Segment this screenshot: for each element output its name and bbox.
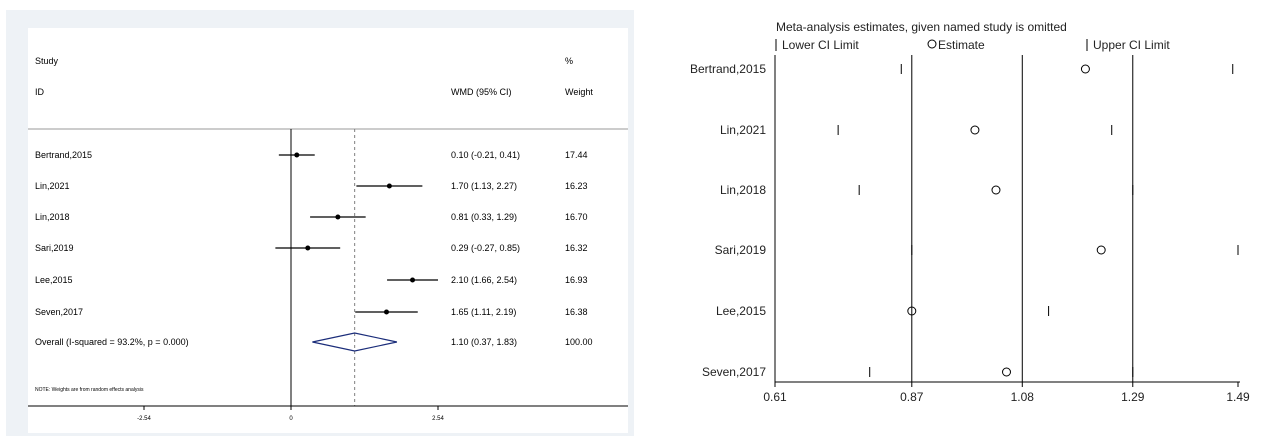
forest-plot-background	[28, 28, 628, 433]
weight-text: 16.23	[565, 181, 588, 191]
study-label: Lee,2015	[716, 304, 766, 318]
x-tick-label: 0.87	[900, 390, 924, 404]
sensitivity-x-axis: 0.61 0.87 1.08 1.29 1.49	[763, 55, 1250, 404]
note-text: NOTE: Weights are from random effects an…	[35, 387, 144, 393]
study-label: Lin,2021	[720, 123, 766, 137]
header-wmd: WMD (95% CI)	[451, 87, 512, 97]
estimate-marker	[1002, 367, 1011, 377]
study-label: Lee,2015	[35, 275, 73, 285]
overall-ci-text: 1.10 (0.37, 1.83)	[451, 337, 517, 347]
header-weight: Weight	[565, 87, 593, 97]
sensitivity-plot: Meta-analysis estimates, given named stu…	[690, 20, 1250, 404]
forest-plot: Study ID WMD (95% CI) % Weight Bertrand,…	[6, 10, 634, 436]
estimate-marker	[991, 185, 1001, 195]
ci-text: 0.29 (-0.27, 0.85)	[451, 243, 520, 253]
header-percent: %	[565, 56, 573, 66]
study-label: Sari,2019	[715, 243, 767, 257]
forest-rows: Bertrand,2015 0.10 (-0.21, 0.41) 17.44 Lin,…	[35, 129, 593, 406]
x-tick-label: 0.61	[763, 390, 787, 404]
weight-text: 16.32	[565, 243, 588, 253]
legend-lower-label: Lower CI Limit	[782, 38, 859, 52]
x-tick-label: 2.54	[432, 416, 444, 422]
effect-point	[294, 152, 300, 158]
ci-text: 0.81 (0.33, 1.29)	[451, 212, 517, 222]
effect-point	[386, 183, 392, 189]
x-tick-label: 1.29	[1121, 390, 1145, 404]
ci-text: 1.65 (1.11, 2.19)	[451, 307, 516, 317]
study-label: Seven,2017	[702, 365, 766, 379]
study-label: Lin,2018	[720, 183, 766, 197]
x-tick-label: 1.49	[1226, 390, 1250, 404]
effect-point	[383, 309, 389, 315]
estimate-marker	[907, 306, 917, 316]
effect-point	[305, 245, 311, 251]
ci-text: 1.70 (1.13, 2.27)	[451, 181, 517, 191]
legend-estimate-label: Estimate	[938, 38, 985, 52]
study-label: Lin,2018	[35, 212, 70, 222]
estimate-marker	[970, 125, 980, 135]
ci-text: 0.10 (-0.21, 0.41)	[451, 150, 520, 160]
ci-text: 2.10 (1.66, 2.54)	[451, 275, 517, 285]
weight-text: 16.70	[565, 212, 588, 222]
sensitivity-rows: Bertrand,2015 Lin,2021 Lin,2018 Sari,2019 Le…	[690, 62, 1239, 379]
study-label: Lin,2021	[35, 181, 70, 191]
x-tick-label: 1.08	[1011, 390, 1035, 404]
legend-estimate-marker	[927, 39, 937, 49]
study-label: Sari,2019	[35, 243, 74, 253]
estimate-marker	[1096, 245, 1106, 255]
header-study: Study	[35, 56, 59, 66]
sensitivity-title: Meta-analysis estimates, given named stu…	[776, 20, 1067, 34]
effect-point	[335, 214, 341, 220]
overall-label: Overall (I-squared = 93.2%, p = 0.000)	[35, 337, 189, 347]
x-tick-label: -2.54	[137, 416, 151, 422]
forest-x-axis: -2.54 0 2.54	[137, 406, 444, 422]
x-tick-label: 0	[289, 416, 293, 422]
weight-text: 17.44	[565, 150, 588, 160]
legend-upper-label: Upper CI Limit	[1093, 38, 1170, 52]
overall-weight-text: 100.00	[565, 337, 593, 347]
study-label: Seven,2017	[35, 307, 83, 317]
weight-text: 16.93	[565, 275, 588, 285]
header-id: ID	[35, 87, 45, 97]
effect-point	[410, 277, 416, 283]
study-label: Bertrand,2015	[35, 150, 92, 160]
estimate-marker	[1080, 64, 1090, 74]
overall-diamond	[312, 332, 398, 352]
study-label: Bertrand,2015	[690, 62, 766, 76]
legend: Lower CI Limit Estimate Upper CI Limit	[775, 38, 1170, 52]
weight-text: 16.38	[565, 307, 588, 317]
